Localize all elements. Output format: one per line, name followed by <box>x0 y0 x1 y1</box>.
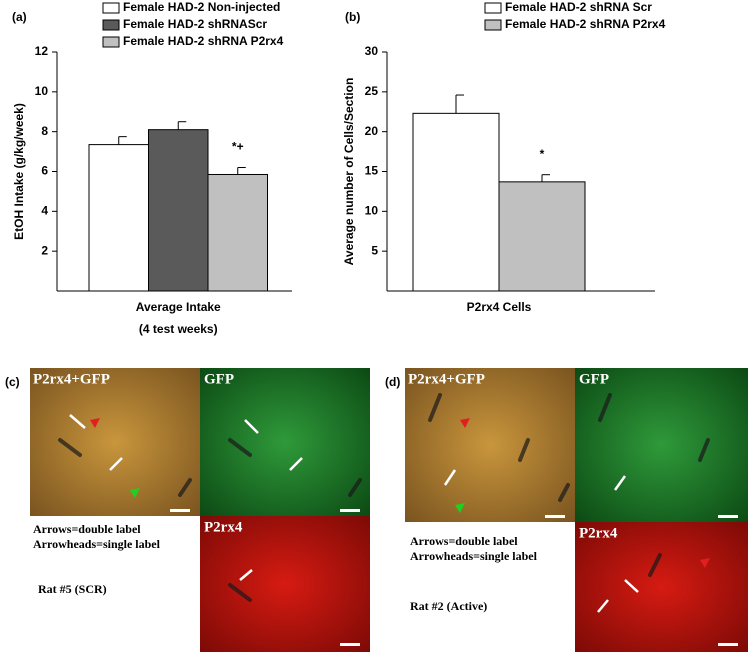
x-tick-label: P2rx4 Cells <box>467 300 532 314</box>
p2rx4-image <box>200 516 370 652</box>
legend-label: Female HAD-2 Non-injected <box>123 0 280 14</box>
bar <box>498 181 586 292</box>
legend-label: Female HAD-2 shRNA P2rx4 <box>123 34 284 48</box>
y-tick-label: 25 <box>365 84 379 98</box>
rat-label: Rat #2 (Active) <box>410 599 487 613</box>
panel-label: (b) <box>345 10 360 24</box>
image-label: GFP <box>579 371 609 387</box>
y-tick-label: 15 <box>365 164 379 178</box>
image-label: P2rx4 <box>204 519 243 535</box>
note: Arrows=double label <box>410 534 518 548</box>
image-label: GFP <box>204 371 234 387</box>
y-tick-label: 12 <box>35 44 49 58</box>
legend-swatch <box>102 36 120 48</box>
y-tick-label: 8 <box>41 124 48 138</box>
gfp-image <box>200 368 370 516</box>
rat-label: Rat #5 (SCR) <box>38 582 107 596</box>
legend-swatch <box>102 2 120 14</box>
bar <box>412 112 500 292</box>
panel-label: (c) <box>5 375 20 389</box>
y-tick-label: 20 <box>365 124 379 138</box>
annotation: * <box>540 147 545 161</box>
y-axis-label: Average number of Cells/Section <box>342 78 356 266</box>
note: Arrowheads=single label <box>410 549 538 563</box>
merged-image <box>405 368 575 522</box>
gfp-image <box>575 368 748 522</box>
x-tick-label: Average Intake <box>136 300 221 314</box>
x-axis-label: (4 test weeks) <box>139 322 218 336</box>
legend-swatch <box>102 19 120 31</box>
bar <box>148 129 209 292</box>
y-tick-label: 10 <box>365 204 379 218</box>
arrows <box>69 414 639 613</box>
merged-image <box>30 368 200 516</box>
legend-label: Female HAD-2 shRNAScr <box>123 17 267 31</box>
image-label: P2rx4+GFP <box>33 371 110 387</box>
bar <box>207 173 268 292</box>
legend-label: Female HAD-2 shRNA P2rx4 <box>505 17 666 31</box>
legend-swatch <box>484 19 502 31</box>
y-tick-label: 10 <box>35 84 49 98</box>
y-axis-label: EtOH Intake (g/kg/week) <box>12 103 26 240</box>
note: Arrows=double label <box>33 522 141 536</box>
image-label: P2rx4 <box>579 525 618 541</box>
legend-swatch <box>484 2 502 14</box>
bar <box>88 144 149 292</box>
panel-label: (a) <box>12 10 27 24</box>
y-tick-label: 2 <box>41 243 48 257</box>
p2rx4-image <box>575 522 748 652</box>
y-tick-label: 5 <box>371 243 378 257</box>
arrowheads <box>90 418 710 568</box>
vessels <box>58 393 710 602</box>
annotation: *+ <box>232 140 244 154</box>
y-tick-label: 6 <box>41 164 48 178</box>
scale-bars <box>170 509 738 646</box>
y-tick-label: 4 <box>41 204 48 218</box>
note: Arrowheads=single label <box>33 537 161 551</box>
y-tick-label: 30 <box>365 44 379 58</box>
image-label: P2rx4+GFP <box>408 371 485 387</box>
legend-label: Female HAD-2 shRNA Scr <box>505 0 652 14</box>
panel-label: (d) <box>385 375 400 389</box>
